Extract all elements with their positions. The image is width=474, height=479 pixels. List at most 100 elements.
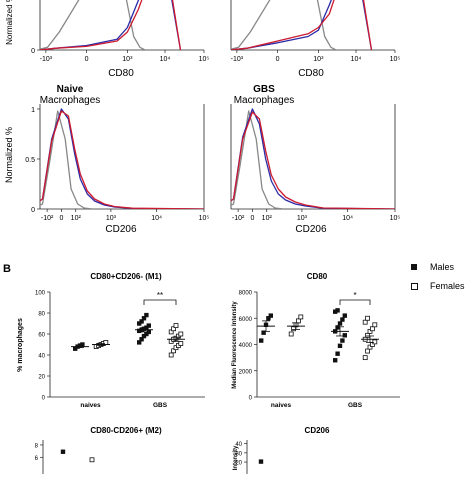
point-male-20 [139, 319, 144, 324]
point-male-11 [335, 351, 340, 356]
point-male-16 [335, 325, 340, 330]
point-female-28 [365, 332, 371, 338]
series-line-0 [40, 110, 93, 209]
series-line-2 [40, 0, 182, 50]
histogram-cd206-naive: Naive Macrophages CD206 Normalized % -10… [4, 84, 209, 235]
x-tick-label: 10⁵ [199, 215, 210, 222]
point-male-9 [137, 340, 142, 345]
point-male-3 [266, 316, 271, 321]
x-tick-label: 10⁴ [351, 56, 362, 63]
category-label-naives: naives [80, 402, 101, 409]
point-male-0 [73, 346, 78, 351]
series-line-1 [40, 0, 182, 50]
legend-marker-males [411, 264, 417, 270]
point-male-0 [258, 459, 264, 464]
y-tick-label: 0 [42, 396, 46, 402]
significance-label: ** [157, 291, 163, 300]
x-tick-label: -10³ [40, 56, 53, 63]
point-male-14 [342, 333, 347, 338]
category-label-GBS: GBS [348, 402, 363, 409]
point-female-32 [178, 331, 184, 337]
x-tick-label: 10² [262, 215, 273, 222]
point-female-23 [365, 348, 371, 354]
series-line-1 [40, 108, 204, 209]
point-female-31 [372, 322, 378, 328]
x-tick-label: 10³ [313, 56, 324, 63]
point-male-21 [141, 316, 147, 321]
scatter-m2: CD80-CD206+ (M2) 8 6 [35, 426, 162, 474]
y-tick-label: 4000 [239, 343, 253, 349]
series-line-1 [231, 0, 373, 50]
y-tick-label: 1 [31, 107, 35, 114]
point-male-22 [144, 312, 149, 318]
y-axis-label: Intensity [233, 445, 239, 470]
point-female-22 [362, 355, 368, 361]
panel-subtitle: Macrophages [234, 95, 295, 106]
y-axis-label: Normalized % [5, 0, 14, 45]
series-line-2 [231, 111, 395, 209]
scatter-cd206: CD206 Intensity 40 30 20 [233, 426, 330, 474]
scatter-m1: CD80+CD206- (M1) % macrophages 0 20 40 60 80… [17, 272, 205, 409]
series-line-1 [231, 108, 395, 209]
x-tick-label: 0 [85, 56, 89, 63]
series-line-2 [231, 0, 373, 50]
y-tick-label: 60 [38, 333, 45, 339]
y-tick-label: 40 [235, 442, 242, 448]
panel-title: GBS [253, 84, 275, 95]
y-tick-label: 20 [235, 461, 242, 467]
significance-bracket [339, 299, 371, 305]
point-male-13 [146, 329, 151, 335]
y-tick-label: 6000 [239, 317, 253, 323]
panel-b-letter: B [3, 263, 11, 275]
x-tick-label: 0 [250, 215, 254, 222]
point-female-30 [369, 326, 375, 332]
x-tick-label: 10³ [297, 215, 308, 222]
point-male-14 [137, 328, 142, 334]
panel-title: CD80+CD206- (M1) [90, 272, 162, 281]
y-tick-label: 8 [35, 443, 39, 449]
y-tick-label: 6 [35, 456, 39, 462]
series-line-0 [40, 0, 146, 50]
y-tick-label: 80 [38, 312, 45, 318]
point-male-1 [261, 330, 266, 335]
y-axis-label: Normalized % [4, 127, 14, 183]
significance-bracket [143, 299, 177, 305]
histogram-cd80-naive: CD80 Normalized % -10³ 0 10³ 10⁴ 10⁵ 0 [5, 0, 209, 79]
point-male-3 [80, 342, 85, 347]
panel-title: CD80 [307, 272, 328, 281]
x-tick-label: 10² [71, 215, 82, 222]
point-male-10 [333, 358, 338, 363]
y-tick-label: 0 [249, 396, 253, 402]
x-axis-label: CD80 [108, 68, 134, 79]
point-female-1 [89, 457, 95, 463]
point-female-8 [295, 318, 301, 324]
y-tick-label: 8000 [239, 291, 253, 297]
point-female-33 [168, 329, 174, 335]
point-male-19 [137, 321, 142, 326]
panel-subtitle: Macrophages [40, 95, 101, 106]
x-axis-label: CD80 [298, 68, 324, 79]
y-axis-label: Median Fluorescence Intensity [232, 301, 238, 389]
x-tick-label: 10⁵ [390, 56, 401, 63]
point-female-35 [173, 323, 179, 329]
panel-title: CD80-CD206+ (M2) [90, 426, 162, 435]
point-male-18 [146, 323, 151, 328]
point-male-12 [144, 331, 149, 337]
point-male-20 [333, 309, 338, 314]
x-tick-label: 10⁴ [151, 215, 162, 222]
x-tick-label: 10⁵ [199, 56, 210, 63]
legend-label-males: Males [430, 262, 455, 272]
point-male-21 [335, 308, 340, 313]
series-line-2 [40, 110, 204, 209]
point-male-13 [340, 338, 345, 343]
y-tick-label: 2000 [239, 369, 253, 375]
x-tick-label: 10⁵ [390, 215, 401, 222]
point-female-9 [298, 314, 304, 320]
scatter-cd80: CD80 Median Fluorescence Intensity 0 2000… [232, 272, 400, 409]
point-male-11 [141, 333, 147, 339]
category-label-GBS: GBS [153, 402, 168, 409]
point-male-18 [340, 317, 345, 322]
x-tick-label: 10⁴ [342, 215, 353, 222]
